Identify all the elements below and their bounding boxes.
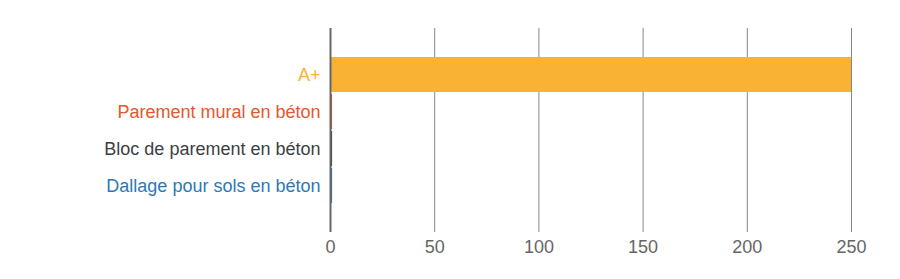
svg-text:0: 0 [325,237,335,257]
svg-text:Dallage pour sols en béton: Dallage pour sols en béton [106,176,320,196]
svg-text:A+: A+ [298,65,321,85]
svg-text:Parement mural en béton: Parement mural en béton [117,102,320,122]
svg-text:50: 50 [425,237,445,257]
svg-text:Bloc de parement en béton: Bloc de parement en béton [104,139,320,159]
svg-text:250: 250 [836,237,866,257]
svg-text:100: 100 [524,237,554,257]
svg-text:200: 200 [732,237,762,257]
svg-text:150: 150 [628,237,658,257]
